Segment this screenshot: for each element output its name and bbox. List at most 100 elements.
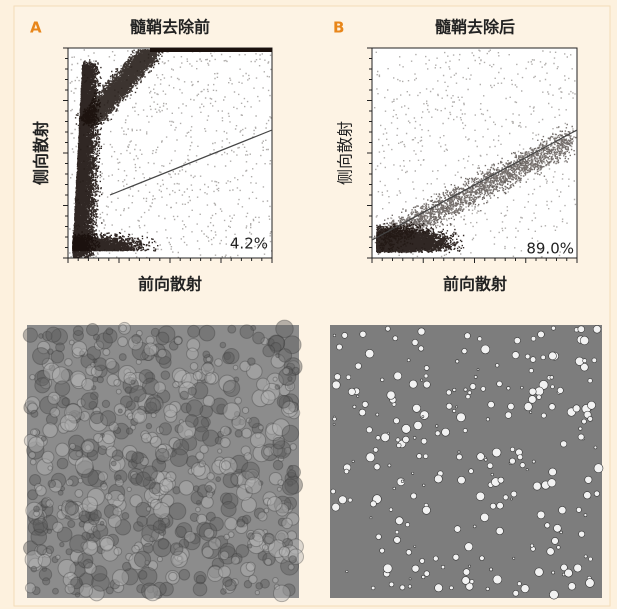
cell <box>121 561 132 572</box>
cell <box>520 584 530 593</box>
cell <box>583 554 588 559</box>
cell <box>57 421 70 434</box>
cell <box>149 536 155 542</box>
cell <box>185 414 199 428</box>
cell <box>81 531 91 541</box>
cell <box>130 473 143 486</box>
cell <box>388 581 395 588</box>
cell <box>550 384 555 389</box>
cell <box>224 578 237 592</box>
cell <box>283 446 292 455</box>
cell <box>158 528 167 536</box>
cell <box>497 476 505 484</box>
cell <box>92 406 101 415</box>
cell <box>35 435 48 448</box>
cell <box>202 361 214 372</box>
cell <box>130 424 136 431</box>
cell <box>234 429 243 438</box>
cell <box>81 468 99 487</box>
cell <box>135 358 142 365</box>
cell <box>588 556 593 562</box>
cell <box>135 501 151 518</box>
cell <box>129 385 147 403</box>
cell <box>187 467 195 475</box>
cell <box>254 589 260 596</box>
cell <box>517 581 522 586</box>
cell <box>89 412 108 432</box>
cell <box>240 561 256 578</box>
cell <box>159 485 169 496</box>
cell <box>82 558 94 569</box>
cell <box>336 343 343 351</box>
cell <box>56 395 70 409</box>
cell <box>236 470 256 490</box>
cell <box>251 422 264 435</box>
cell <box>77 503 90 516</box>
cell <box>148 482 167 501</box>
cell <box>509 457 516 465</box>
cell <box>578 530 586 538</box>
cell <box>383 563 393 574</box>
cell <box>369 516 373 520</box>
cell <box>78 506 96 524</box>
cell <box>275 319 294 339</box>
cell <box>172 486 181 495</box>
cell <box>57 489 64 496</box>
cell <box>164 409 178 423</box>
cell <box>272 418 291 437</box>
cell <box>88 400 98 410</box>
cell <box>95 332 113 350</box>
cell <box>40 435 47 442</box>
cell <box>41 566 48 572</box>
cell <box>157 537 170 550</box>
cell <box>173 546 190 563</box>
cell <box>540 354 546 360</box>
cell <box>230 468 250 488</box>
cell <box>100 480 107 488</box>
cell <box>245 417 252 424</box>
cell <box>153 501 171 519</box>
cell <box>475 491 485 501</box>
cell <box>77 477 84 484</box>
cell <box>135 329 143 337</box>
cell <box>40 497 51 509</box>
cell <box>208 537 222 551</box>
cell <box>189 532 201 545</box>
cell <box>517 454 524 461</box>
cell <box>125 427 134 435</box>
cell <box>230 454 249 473</box>
cell <box>98 534 115 551</box>
cell <box>208 564 222 579</box>
cell <box>105 586 114 595</box>
cell <box>89 533 95 539</box>
cell <box>544 522 551 529</box>
cell <box>67 504 83 520</box>
plot-frame <box>67 47 273 259</box>
cell <box>85 364 98 377</box>
cell <box>287 406 301 420</box>
cell <box>55 342 65 353</box>
cell <box>117 408 123 414</box>
cell <box>35 485 47 497</box>
cell <box>156 389 171 404</box>
cell <box>476 452 485 461</box>
cell <box>202 394 215 408</box>
cell <box>51 394 58 402</box>
panel-label: A <box>30 19 42 37</box>
cell <box>157 325 176 344</box>
cell <box>129 494 143 508</box>
cell <box>504 411 512 419</box>
cell <box>287 548 305 565</box>
cell <box>153 381 166 394</box>
cell <box>241 461 260 481</box>
cell <box>190 462 206 477</box>
cell <box>137 569 148 580</box>
cell <box>137 392 157 412</box>
cell <box>510 497 513 501</box>
cell <box>247 471 258 482</box>
cell <box>291 366 300 376</box>
cell <box>56 509 67 520</box>
cell <box>361 401 369 408</box>
cell <box>332 422 336 426</box>
cell <box>266 338 275 347</box>
